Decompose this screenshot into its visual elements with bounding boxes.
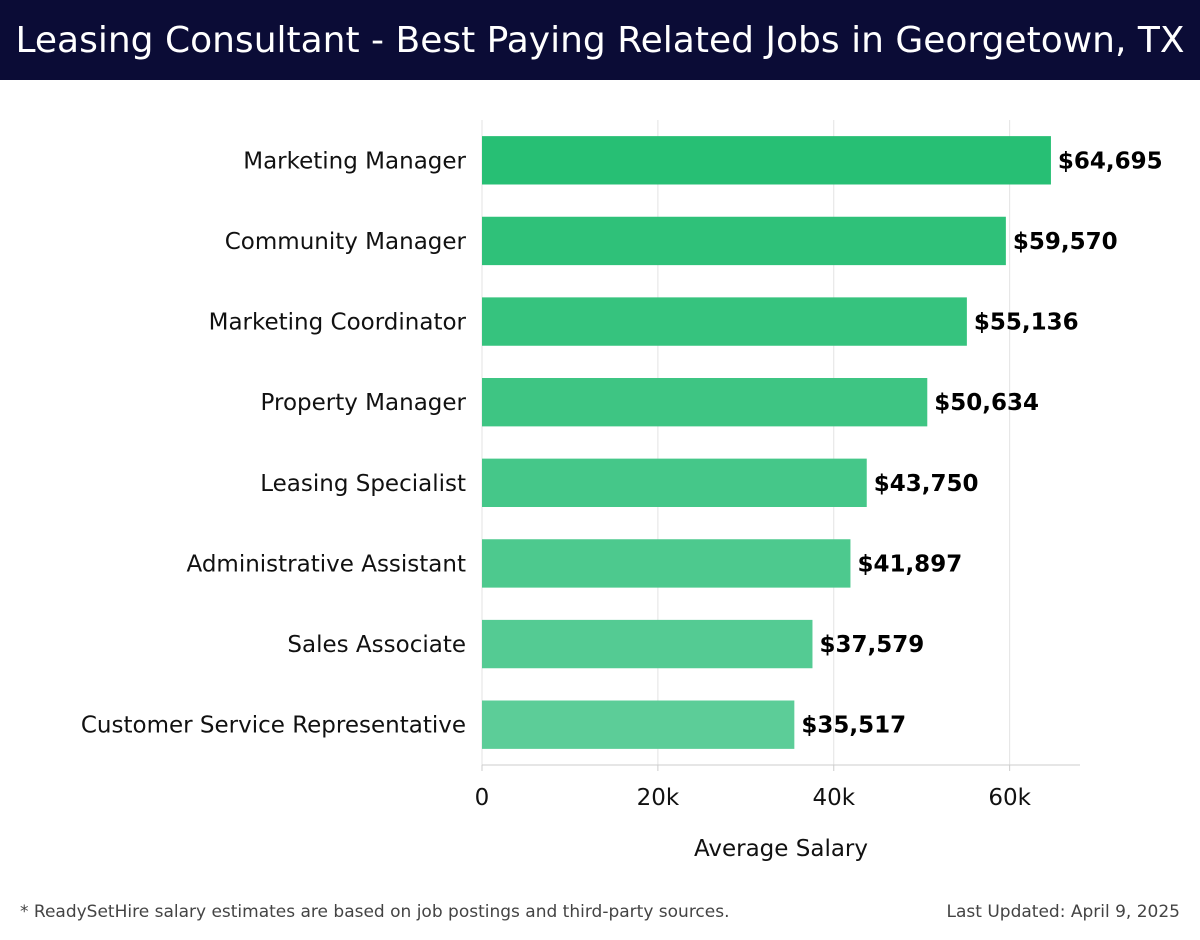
footer-note: * ReadySetHire salary estimates are base… (20, 902, 730, 922)
category-label: Administrative Assistant (186, 551, 466, 577)
page-title: Leasing Consultant - Best Paying Related… (15, 19, 1185, 61)
value-label: $64,695 (1058, 148, 1163, 174)
bar-property-manager (482, 378, 928, 427)
value-label: $37,579 (819, 632, 924, 658)
bar-chart: Marketing Manager $64,695 Community Manage… (81, 120, 1163, 862)
x-tick-label: 0 (475, 785, 490, 811)
x-tick-label: 40k (812, 785, 855, 811)
last-updated: Last Updated: April 9, 2025 (946, 902, 1180, 922)
value-label: $43,750 (874, 471, 979, 497)
category-label: Customer Service Representative (81, 713, 466, 739)
bar-community-manager (482, 216, 1006, 266)
x-axis-title: Average Salary (694, 836, 868, 862)
header-bar: Leasing Consultant - Best Paying Related… (0, 0, 1200, 80)
value-label: $41,897 (857, 551, 962, 577)
bar-customer-service-representative (482, 700, 795, 749)
value-label: $50,634 (934, 390, 1039, 416)
category-label: Marketing Coordinator (209, 310, 467, 336)
category-label: Marketing Manager (243, 148, 466, 174)
category-label: Sales Associate (287, 632, 466, 658)
bar-sales-associate (482, 619, 813, 669)
bar-administrative-assistant (482, 539, 851, 588)
value-label: $55,136 (974, 310, 1079, 336)
chart-area: Marketing Manager $64,695 Community Manage… (0, 80, 1200, 890)
value-label: $59,570 (1013, 229, 1118, 255)
category-label: Leasing Specialist (260, 471, 466, 497)
x-tick-label: 60k (988, 785, 1031, 811)
bar-marketing-manager (482, 136, 1051, 185)
category-label: Community Manager (225, 229, 467, 255)
bar-leasing-specialist (482, 458, 867, 507)
x-tick-label: 20k (637, 785, 680, 811)
bar-marketing-coordinator (482, 297, 967, 346)
value-label: $35,517 (801, 713, 906, 739)
category-label: Property Manager (261, 390, 467, 416)
